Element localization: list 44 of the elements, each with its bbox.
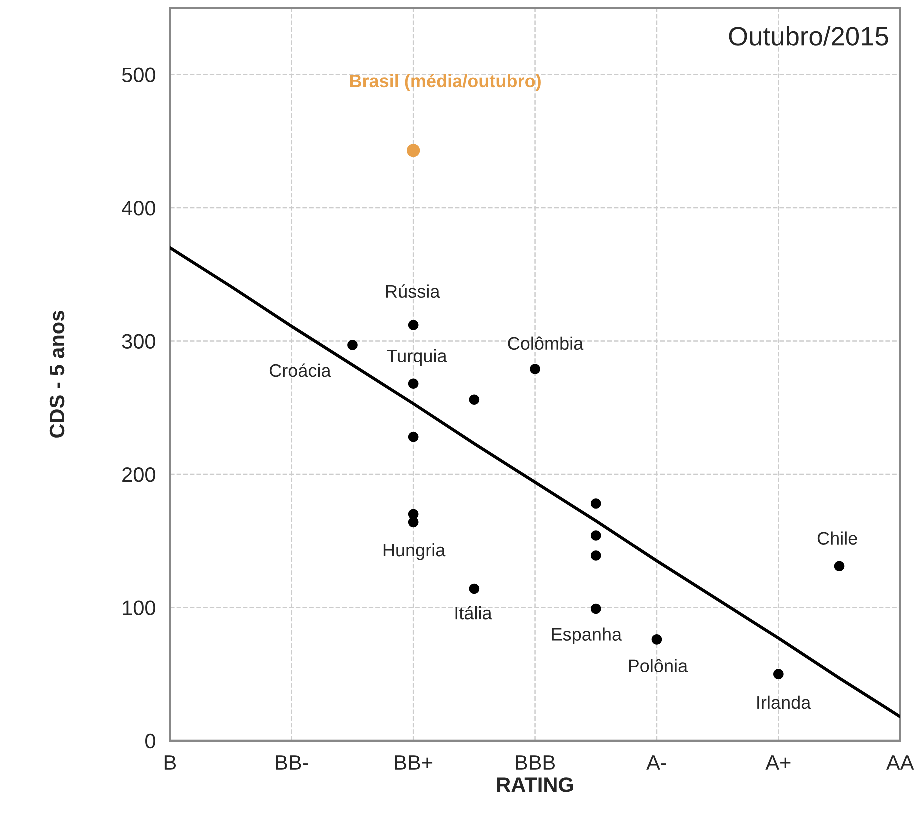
point [408, 517, 419, 528]
annotation: Croácia [270, 364, 332, 378]
point [408, 320, 419, 330]
y-axis-title: CDS - 5 anos [50, 311, 65, 438]
point [348, 340, 358, 350]
annotation: Hungria [384, 543, 446, 560]
y-tick-label: 100 [123, 600, 156, 616]
annotation: Polônia [629, 659, 688, 672]
point [530, 364, 540, 374]
x-tick-label: A- [646, 756, 666, 770]
annotation: Irlanda [758, 696, 812, 710]
point [590, 550, 602, 561]
line-series [170, 246, 900, 718]
point [590, 530, 602, 541]
text: Outubro/2015 [729, 26, 888, 46]
point [590, 498, 602, 509]
point [469, 584, 480, 594]
y-tick-label: 500 [122, 68, 156, 83]
point [652, 634, 662, 645]
x-tick-label: BB- [276, 756, 308, 770]
x-axis-title: RATING [498, 778, 574, 792]
x-tick-label: BB+ [395, 756, 433, 770]
text: Brasil (média/outubro) [350, 74, 541, 92]
point [406, 144, 420, 158]
point [834, 561, 845, 572]
annotation: Espanha [552, 628, 622, 645]
y-tick-label: 200 [122, 467, 156, 482]
annotation: Colômbia [508, 336, 584, 350]
point [408, 432, 419, 442]
annotation: Turquia [387, 349, 448, 366]
x-tick-label: A+ [766, 756, 791, 770]
point [408, 378, 419, 390]
x-tick-label: AA [886, 756, 914, 770]
annotation: Chile [818, 532, 858, 545]
annotation: Itália [456, 606, 492, 620]
x-tick-label: BBB [516, 756, 556, 770]
y-tick-label: 400 [122, 201, 156, 216]
y-tick-label: 0 [146, 734, 156, 749]
point [469, 394, 480, 406]
y-tick-label: 300 [122, 334, 156, 349]
point [774, 669, 784, 680]
point [590, 604, 602, 614]
x-tick-label: B [164, 756, 176, 770]
annotation: Rússia [386, 284, 440, 298]
